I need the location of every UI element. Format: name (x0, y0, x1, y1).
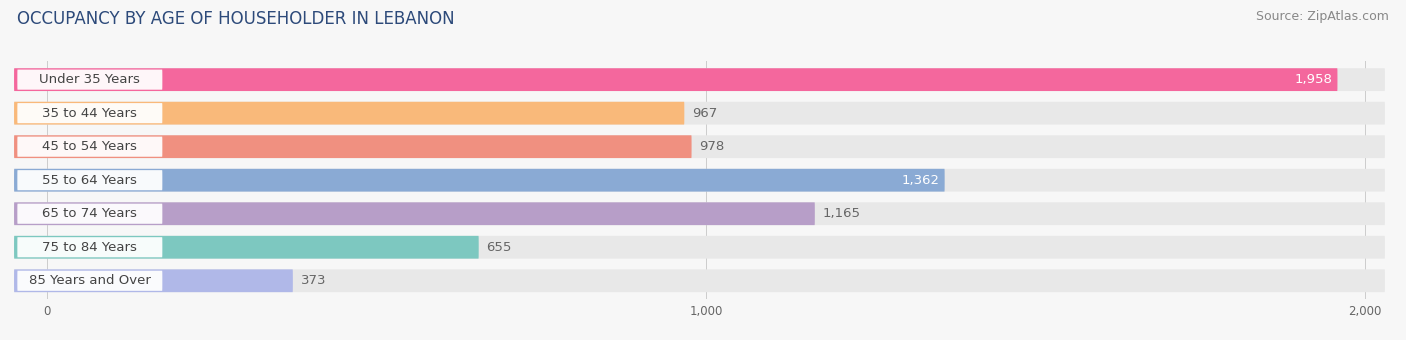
FancyBboxPatch shape (14, 169, 1385, 192)
Text: 45 to 54 Years: 45 to 54 Years (42, 140, 138, 153)
Text: 655: 655 (486, 241, 512, 254)
FancyBboxPatch shape (14, 169, 945, 192)
Text: 55 to 64 Years: 55 to 64 Years (42, 174, 138, 187)
FancyBboxPatch shape (14, 102, 685, 124)
Text: 978: 978 (700, 140, 724, 153)
Text: 1,362: 1,362 (901, 174, 939, 187)
FancyBboxPatch shape (17, 170, 162, 190)
FancyBboxPatch shape (17, 103, 162, 123)
FancyBboxPatch shape (14, 68, 1385, 91)
FancyBboxPatch shape (14, 269, 292, 292)
FancyBboxPatch shape (14, 102, 1385, 124)
Text: 65 to 74 Years: 65 to 74 Years (42, 207, 138, 220)
Text: 75 to 84 Years: 75 to 84 Years (42, 241, 138, 254)
FancyBboxPatch shape (14, 202, 815, 225)
Text: 967: 967 (692, 107, 717, 120)
Text: 1,165: 1,165 (823, 207, 860, 220)
Text: Under 35 Years: Under 35 Years (39, 73, 141, 86)
FancyBboxPatch shape (17, 237, 162, 257)
FancyBboxPatch shape (14, 135, 1385, 158)
Text: 85 Years and Over: 85 Years and Over (30, 274, 150, 287)
FancyBboxPatch shape (14, 202, 1385, 225)
Text: OCCUPANCY BY AGE OF HOUSEHOLDER IN LEBANON: OCCUPANCY BY AGE OF HOUSEHOLDER IN LEBAN… (17, 10, 454, 28)
Text: 373: 373 (301, 274, 326, 287)
Text: Source: ZipAtlas.com: Source: ZipAtlas.com (1256, 10, 1389, 23)
FancyBboxPatch shape (14, 269, 1385, 292)
FancyBboxPatch shape (17, 70, 162, 90)
FancyBboxPatch shape (17, 137, 162, 157)
FancyBboxPatch shape (14, 135, 692, 158)
FancyBboxPatch shape (14, 68, 1337, 91)
FancyBboxPatch shape (14, 236, 1385, 259)
FancyBboxPatch shape (14, 236, 478, 259)
FancyBboxPatch shape (17, 271, 162, 291)
FancyBboxPatch shape (17, 204, 162, 224)
Text: 35 to 44 Years: 35 to 44 Years (42, 107, 138, 120)
Text: 1,958: 1,958 (1295, 73, 1333, 86)
